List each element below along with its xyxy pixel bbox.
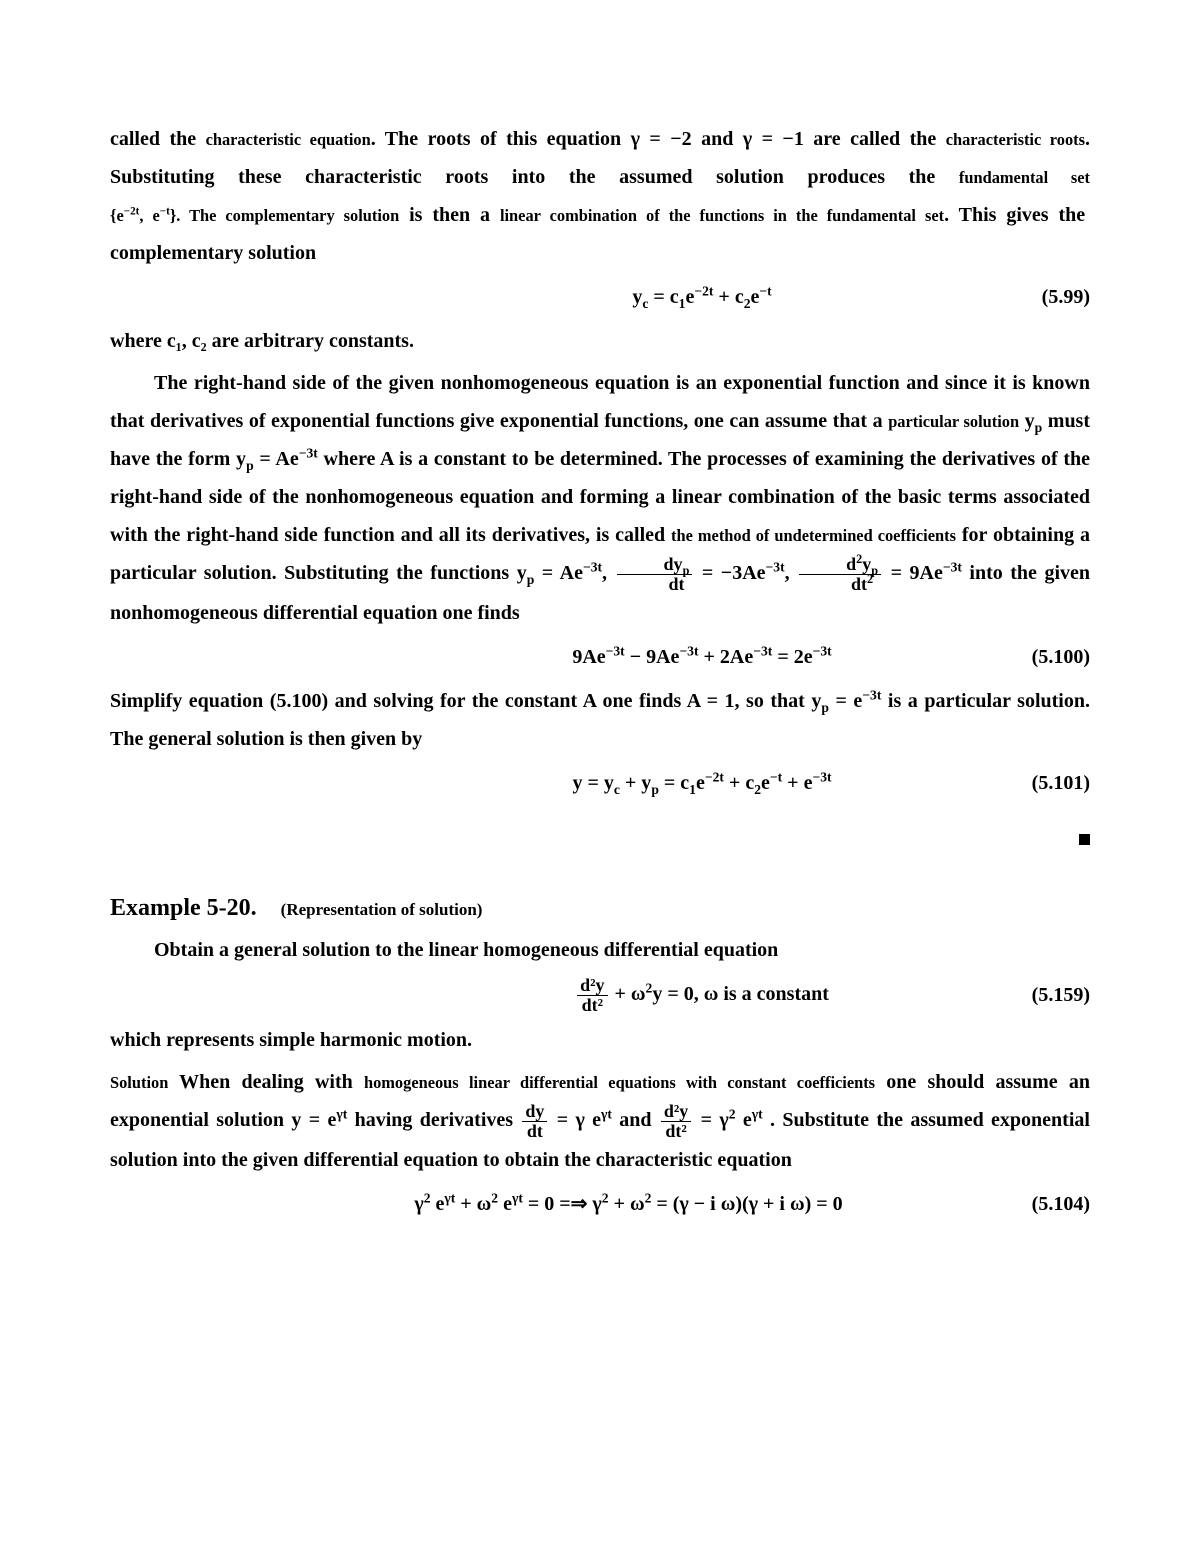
inline-derivatives: yp = Ae−3t, dypdt = −3Ae−3t, d2ypdt2 = 9… <box>517 562 970 584</box>
term-particular-solution: particular solution <box>888 412 1019 431</box>
equation-number: (5.100) <box>1000 638 1090 676</box>
example-subtitle: (Representation of solution) <box>281 900 483 919</box>
text: is then a <box>399 204 500 226</box>
term-fundamental-set: fundamental set <box>959 168 1090 187</box>
example-prompt: Obtain a general solution to the linear … <box>110 931 1090 969</box>
equation-body: 9Ae−3t − 9Ae−3t + 2Ae−3t = 2e−3t <box>404 638 1000 676</box>
equation-number: (5.99) <box>1000 278 1090 316</box>
example-number: Example 5-20. <box>110 895 257 921</box>
equation-number: (5.101) <box>1000 764 1090 802</box>
equation-body: d²ydt² + ω2y = 0, ω is a constant <box>404 975 1000 1015</box>
inline-derivatives-2: dydt = γ eγt and d²ydt² = γ2 eγt <box>520 1109 770 1131</box>
equation-5-101: y = yc + yp = c1e−2t + c2e−t + e−3t (5.1… <box>110 764 1090 802</box>
term-characteristic-equation: characteristic equation <box>206 130 371 149</box>
equation-number: (5.104) <box>1000 1185 1090 1223</box>
term-complementary-solution: complementary solution <box>225 206 399 225</box>
solution-label: Solution <box>110 1073 168 1092</box>
equation-number: (5.159) <box>1000 976 1090 1014</box>
equation-5-99: yc = c1e−2t + c2e−t (5.99) <box>110 278 1090 316</box>
equation-5-104: γ2 eγt + ω2 eγt = 0 =⇒ γ2 + ω2 = (γ − i … <box>110 1185 1090 1223</box>
equation-body: yc = c1e−2t + c2e−t <box>404 278 1000 316</box>
text: called the <box>110 128 206 150</box>
set-braces: {e−2t, e−t}. The <box>110 206 225 225</box>
qed-box-icon <box>1079 834 1090 845</box>
paragraph-3: The right-hand side of the given nonhomo… <box>110 364 1090 632</box>
paragraph-2: where c₁, c₂ are arbitrary constants. <box>110 322 1090 360</box>
text: yp <box>1019 410 1042 432</box>
paragraph-4: Simplify equation (5.100) and solving fo… <box>110 682 1090 758</box>
equation-body: γ2 eγt + ω2 eγt = 0 =⇒ γ2 + ω2 = (γ − i … <box>257 1185 1000 1223</box>
text: . The roots of this equation γ = −2 and … <box>371 128 946 150</box>
equation-body: y = yc + yp = c1e−2t + c2e−t + e−3t <box>404 764 1000 802</box>
paragraph-5: which represents simple harmonic motion. <box>110 1021 1090 1059</box>
term-characteristic-roots: characteristic roots <box>946 130 1085 149</box>
equation-5-100: 9Ae−3t − 9Ae−3t + 2Ae−3t = 2e−3t (5.100) <box>110 638 1090 676</box>
paragraph-1: called the characteristic equation. The … <box>110 120 1090 272</box>
text: When dealing with <box>168 1071 364 1093</box>
text: having derivatives <box>347 1109 520 1131</box>
paragraph-6: Solution When dealing with homogeneous l… <box>110 1063 1090 1179</box>
term-method-undetermined-coefficients: the method of undetermined coefficients <box>671 526 956 545</box>
term-homogeneous-linear: homogeneous linear differential equation… <box>364 1073 875 1092</box>
qed-marker <box>110 820 1090 858</box>
example-heading: Example 5-20. (Representation of solutio… <box>110 886 1090 932</box>
equation-5-159: d²ydt² + ω2y = 0, ω is a constant (5.159… <box>110 975 1090 1015</box>
text: Simplify equation (5.100) and solving fo… <box>110 690 881 712</box>
document-page: called the characteristic equation. The … <box>0 0 1200 1553</box>
term-linear-combination: linear combination of the functions in t… <box>500 206 944 225</box>
